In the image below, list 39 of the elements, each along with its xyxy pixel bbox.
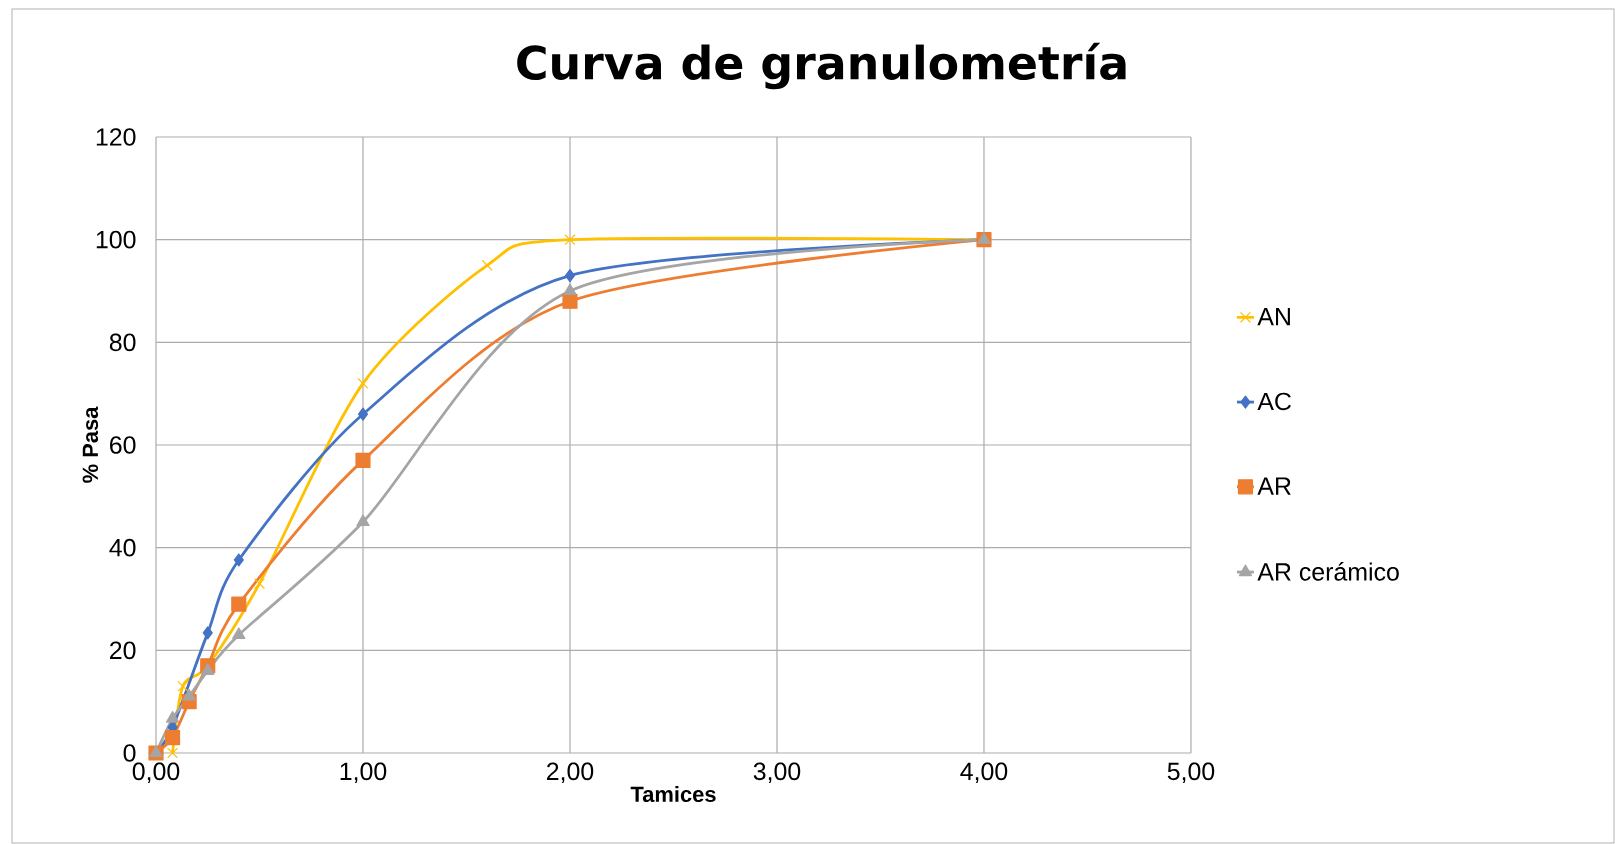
point <box>357 377 369 389</box>
x-tick-label: 5,00 <box>1167 762 1215 784</box>
point <box>564 269 576 283</box>
y-tick-label: 60 <box>110 436 136 454</box>
legend-label: AR cerámico <box>1257 562 1399 581</box>
point <box>167 747 179 759</box>
point <box>165 711 180 723</box>
y-axis-title: % Pasa <box>82 406 99 483</box>
legend-label: AN <box>1257 308 1290 326</box>
x-tick-label: 1,00 <box>340 762 387 784</box>
y-tick-label: 80 <box>109 333 136 352</box>
legend-label: AC <box>1257 392 1291 411</box>
point <box>182 688 196 701</box>
point <box>356 514 370 527</box>
point <box>233 553 244 567</box>
point <box>357 407 369 421</box>
x-axis-title: Tamices <box>630 785 716 803</box>
point <box>231 596 247 612</box>
point <box>563 283 577 296</box>
point <box>355 452 371 468</box>
point <box>177 680 189 692</box>
y-tick-label: 120 <box>96 128 136 146</box>
point <box>202 626 213 640</box>
y-tick-label: 0 <box>123 744 136 762</box>
point <box>164 730 181 746</box>
chart-title: Curva de granulometría <box>517 42 1126 90</box>
point <box>564 234 576 246</box>
x-tick-label: 2,00 <box>547 762 594 784</box>
point <box>253 578 266 590</box>
x-tick-label: 0,00 <box>132 762 180 784</box>
point <box>562 293 578 309</box>
x-tick-label: 4,00 <box>960 762 1008 784</box>
point <box>232 627 246 640</box>
point <box>481 259 493 271</box>
legend-label: AR <box>1257 477 1291 495</box>
y-tick-label: 20 <box>110 641 136 660</box>
y-tick-label: 40 <box>109 538 136 557</box>
x-tick-label: 3,00 <box>753 762 801 784</box>
y-tick-label: 100 <box>96 230 136 249</box>
